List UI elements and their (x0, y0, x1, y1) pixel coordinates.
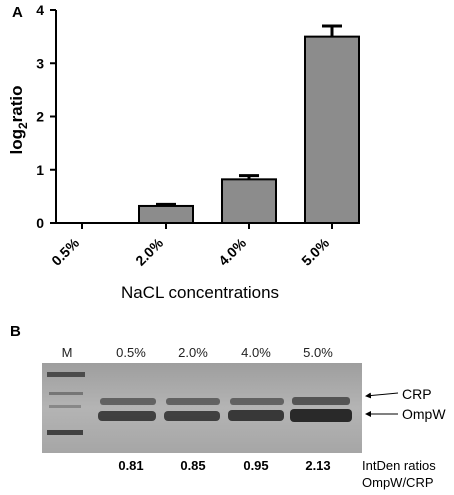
panel-a-label: A (12, 4, 23, 21)
y-axis-ticks: 0 1 2 3 4 (36, 2, 56, 231)
x-axis-title: NaCL concentrations (121, 283, 279, 302)
y-tick-label: 4 (36, 2, 44, 18)
bar (221, 178, 277, 225)
ratio-value: 0.85 (180, 458, 205, 473)
x-tick-label: 4.0% (215, 234, 249, 268)
bar (138, 204, 194, 225)
bar-chart (138, 24, 360, 225)
blot-lane-label: 4.0% (241, 345, 271, 360)
blot-lane-label: 2.0% (178, 345, 208, 360)
bar (304, 35, 360, 224)
x-tick-label: 0.5% (48, 234, 82, 268)
y-tick-label: 2 (36, 109, 44, 125)
ratio-value: 0.81 (118, 458, 143, 473)
y-axis-title: log2ratio (7, 85, 30, 154)
western-blot-image (42, 363, 362, 453)
y-tick-label: 3 (36, 55, 44, 71)
marker-lane-label: M (62, 345, 73, 360)
x-tick-label: 2.0% (132, 234, 166, 268)
crp-band-label: CRP (402, 386, 432, 402)
blot-lane-label: 5.0% (303, 345, 333, 360)
y-tick-label: 1 (36, 162, 44, 178)
ratio-value: 0.95 (243, 458, 268, 473)
ratio-caption-line2: OmpW/CRP (362, 475, 434, 490)
crp-arrow (365, 392, 399, 399)
ratio-caption-line1: IntDen ratios (362, 458, 436, 473)
ratio-value: 2.13 (305, 458, 330, 473)
x-axis-ticks: 0.5% 2.0% 4.0% 5.0% (48, 223, 333, 269)
panel-b-label: B (10, 323, 21, 340)
ompw-band-label: OmpW (402, 406, 446, 422)
y-tick-label: 0 (36, 215, 44, 231)
x-tick-label: 5.0% (298, 234, 332, 268)
blot-lane-label: 0.5% (116, 345, 146, 360)
